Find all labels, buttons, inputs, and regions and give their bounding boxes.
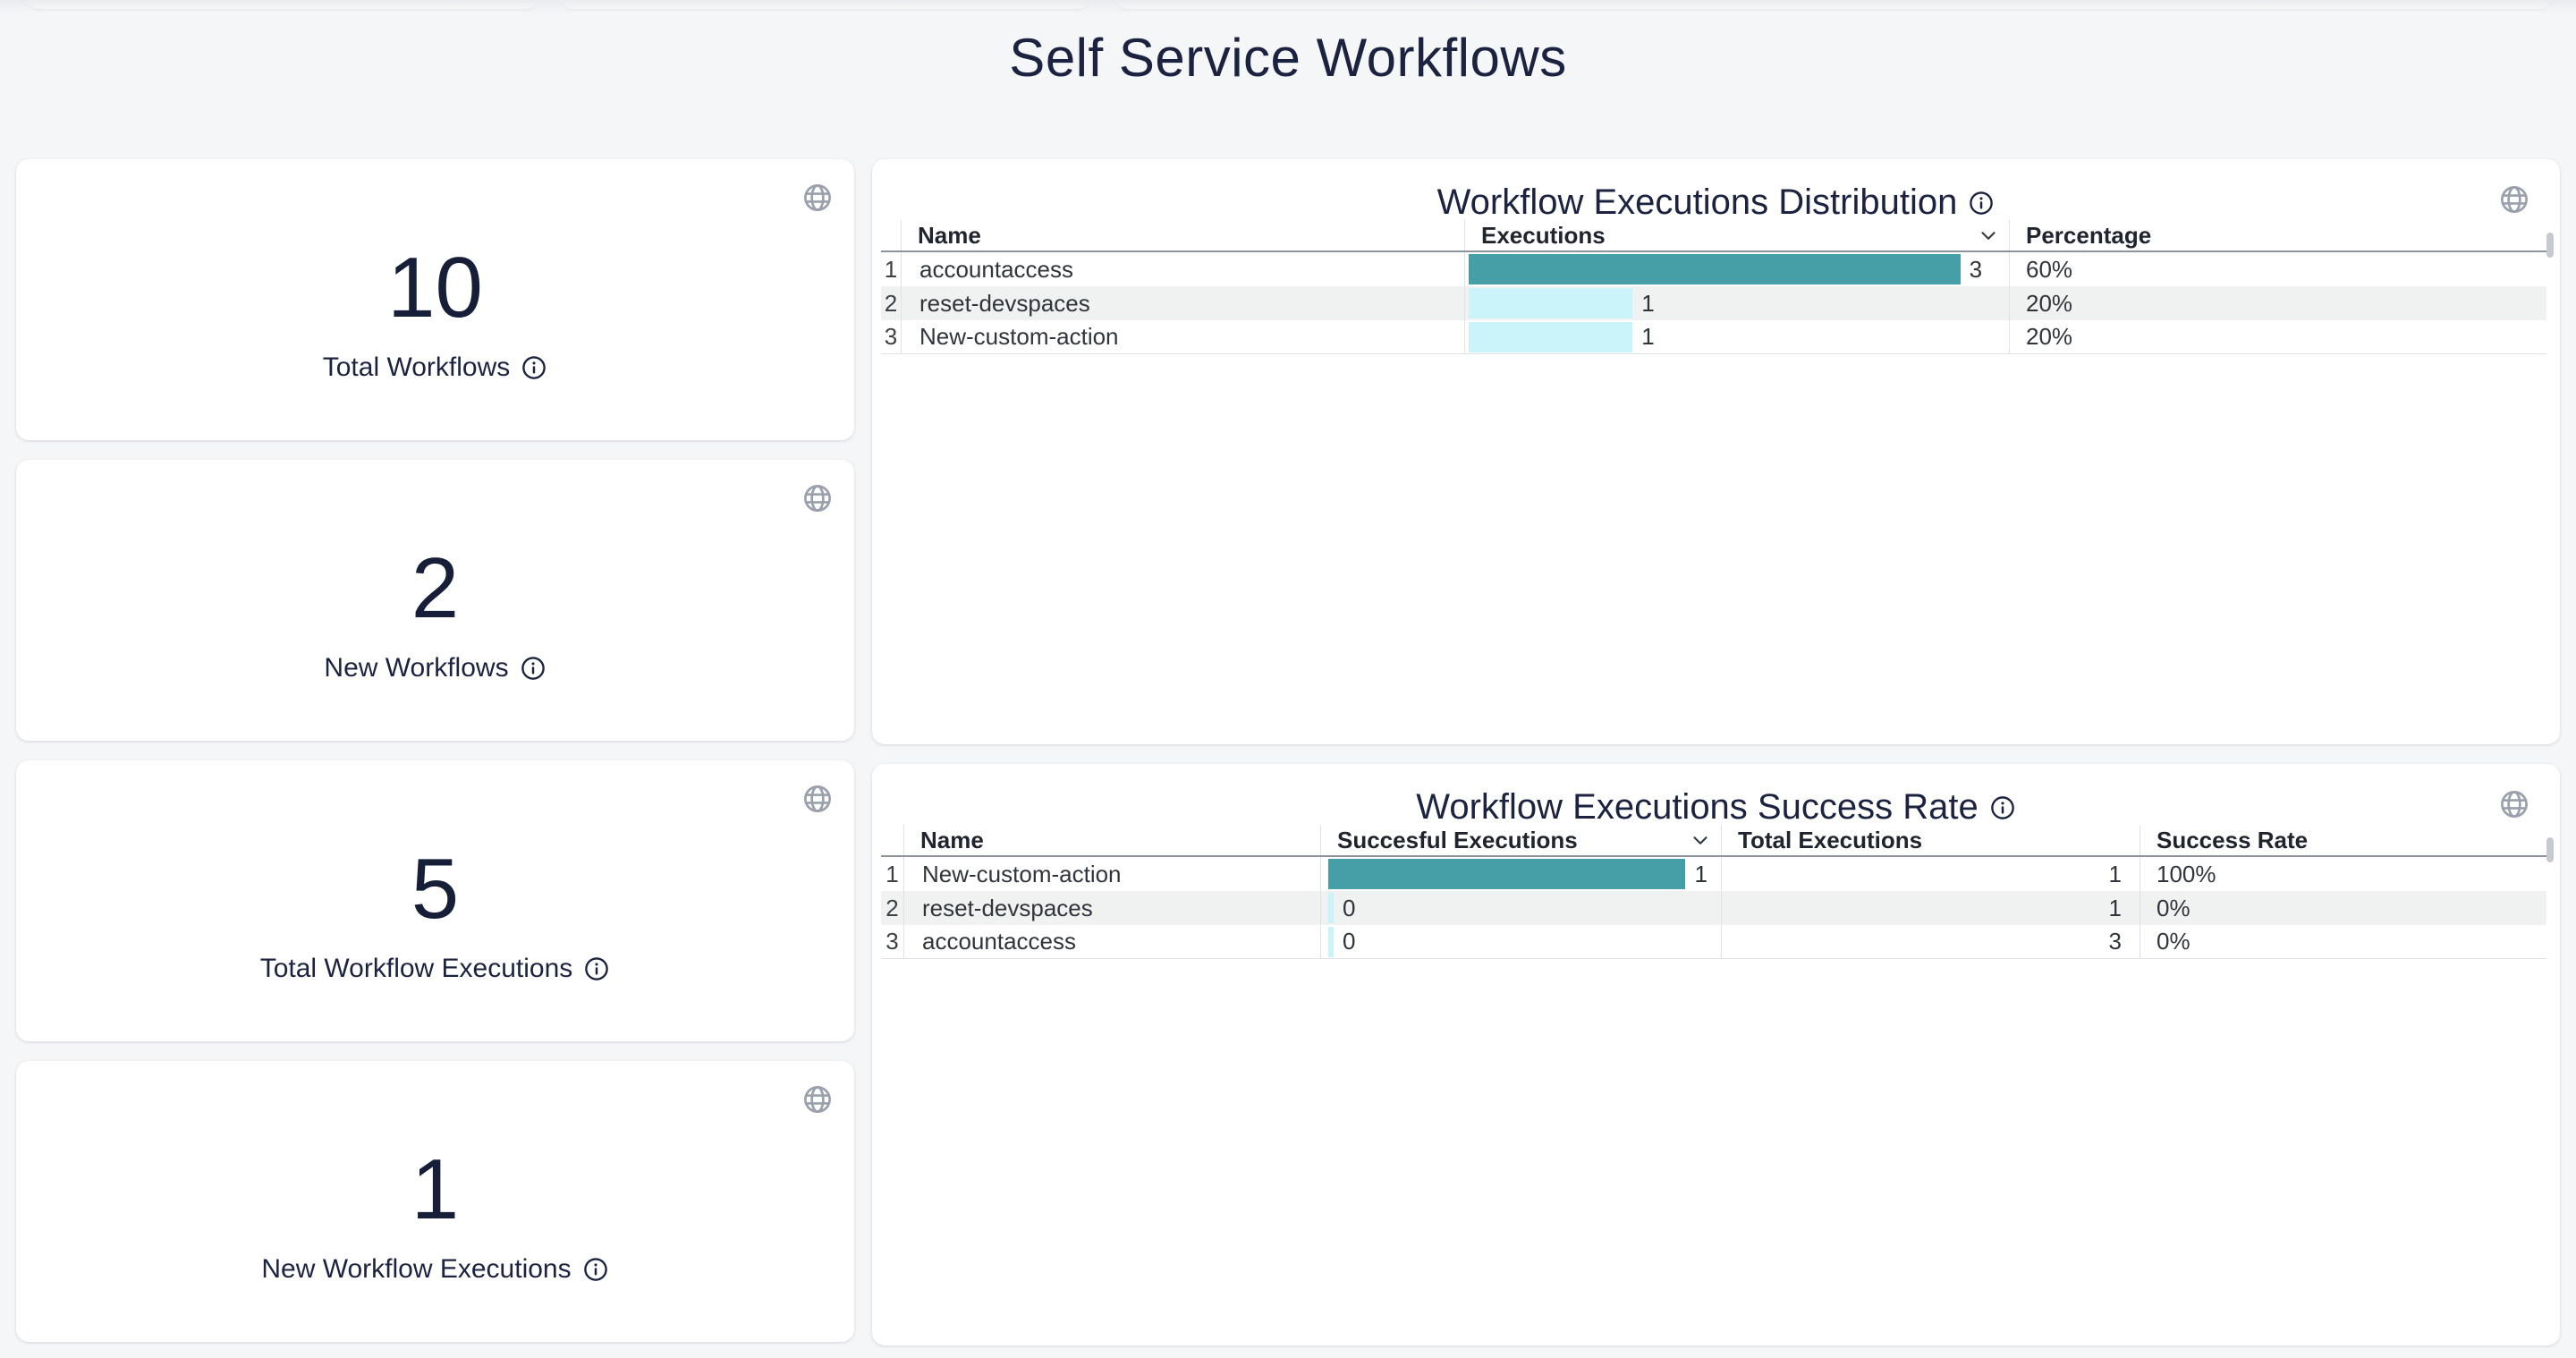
- execution-bar: [1328, 927, 1334, 957]
- stat-card-total-workflows: 10 Total Workflows: [16, 159, 854, 440]
- row-index: 2: [881, 891, 904, 925]
- distribution-table-card: Workflow Executions Distribution Name Ex…: [872, 159, 2560, 744]
- execution-bar: [1469, 322, 1632, 352]
- info-icon[interactable]: [1968, 190, 1995, 216]
- row-index: 3: [881, 320, 902, 353]
- workflow-name-cell: reset-devspaces: [904, 891, 1321, 925]
- partial-card-above-2: [562, 0, 1089, 9]
- globe-icon[interactable]: [801, 481, 835, 515]
- bar-value-label: 1: [1694, 861, 1707, 888]
- row-index: 3: [881, 925, 904, 958]
- stat-label: New Workflow Executions: [261, 1254, 571, 1285]
- distribution-table: Name Executions Percentage 1 accountacce…: [881, 220, 2546, 354]
- success-rate-cell: 0%: [2140, 925, 2546, 958]
- info-icon[interactable]: [1989, 794, 2016, 821]
- stat-value: 2: [411, 546, 459, 632]
- table-row: 1 New-custom-action 1 1 100%: [881, 857, 2546, 891]
- column-header-successful-executions[interactable]: Succesful Executions: [1321, 825, 1722, 855]
- row-index: 2: [881, 286, 902, 320]
- bar-value-label: 0: [1343, 928, 1355, 955]
- stat-label: Total Workflows: [323, 352, 511, 383]
- info-icon[interactable]: [520, 655, 547, 682]
- success-rate-table-card: Workflow Executions Success Rate Name Su…: [872, 764, 2560, 1345]
- column-header-percentage[interactable]: Percentage: [2010, 220, 2546, 250]
- info-icon[interactable]: [582, 1256, 609, 1283]
- stat-card-new-workflows: 2 New Workflows: [16, 460, 854, 741]
- executions-bar-cell: 1: [1465, 286, 2010, 320]
- workflow-name-cell: New-custom-action: [902, 320, 1465, 353]
- stat-card-new-workflow-executions: 1 New Workflow Executions: [16, 1061, 854, 1342]
- column-header-executions[interactable]: Executions: [1465, 220, 2010, 250]
- table-row: 3 New-custom-action 1 20%: [881, 320, 2546, 354]
- column-header-total-executions[interactable]: Total Executions: [1722, 825, 2140, 855]
- workflow-name-cell: accountaccess: [902, 252, 1465, 286]
- row-index: 1: [881, 252, 902, 286]
- execution-bar: [1469, 254, 1961, 284]
- table-title: Workflow Executions Distribution: [1437, 182, 1958, 223]
- table-row: 2 reset-devspaces 0 1 0%: [881, 891, 2546, 925]
- execution-bar: [1469, 288, 1632, 318]
- executions-bar-cell: 3: [1465, 252, 2010, 286]
- info-icon[interactable]: [521, 354, 547, 381]
- successful-executions-bar-cell: 1: [1321, 857, 1722, 891]
- success-rate-cell: 100%: [2140, 857, 2546, 891]
- percentage-cell: 60%: [2010, 252, 2546, 286]
- table-scrollbar-thumb[interactable]: [2546, 233, 2554, 258]
- stat-label: New Workflows: [324, 653, 508, 683]
- partial-card-above-3: [1116, 0, 2551, 9]
- total-executions-cell: 1: [1722, 891, 2140, 925]
- globe-icon[interactable]: [801, 782, 835, 816]
- row-index: 1: [881, 857, 904, 891]
- table-row: 3 accountaccess 0 3 0%: [881, 925, 2546, 959]
- workflow-name-cell: New-custom-action: [904, 857, 1321, 891]
- percentage-cell: 20%: [2010, 320, 2546, 353]
- execution-bar: [1328, 859, 1685, 889]
- chevron-down-icon: [1977, 224, 2000, 247]
- stat-value: 5: [411, 846, 459, 932]
- chevron-down-icon: [1689, 828, 1712, 852]
- table-row: 2 reset-devspaces 1 20%: [881, 286, 2546, 320]
- globe-icon[interactable]: [2497, 787, 2531, 821]
- globe-icon[interactable]: [801, 181, 835, 215]
- table-row: 1 accountaccess 3 60%: [881, 252, 2546, 286]
- table-header-row: Name Executions Percentage: [881, 220, 2546, 252]
- stat-value: 10: [387, 245, 483, 331]
- bar-value-label: 1: [1641, 290, 1654, 318]
- page-title: Self Service Workflows: [0, 27, 2576, 89]
- bar-value-label: 1: [1641, 323, 1654, 351]
- stat-value: 1: [411, 1147, 459, 1233]
- success-rate-table: Name Succesful Executions Total Executio…: [881, 825, 2546, 959]
- table-scrollbar-thumb[interactable]: [2546, 837, 2554, 862]
- partial-card-above-1: [27, 0, 537, 9]
- workflow-name-cell: accountaccess: [904, 925, 1321, 958]
- info-icon[interactable]: [583, 955, 610, 982]
- execution-bar: [1328, 893, 1334, 923]
- executions-bar-cell: 1: [1465, 320, 2010, 353]
- table-header-row: Name Succesful Executions Total Executio…: [881, 825, 2546, 857]
- table-title: Workflow Executions Success Rate: [1416, 787, 1978, 828]
- successful-executions-bar-cell: 0: [1321, 891, 1722, 925]
- column-header-success-rate[interactable]: Success Rate: [2140, 825, 2546, 855]
- total-executions-cell: 3: [1722, 925, 2140, 958]
- column-header-name[interactable]: Name: [904, 825, 1321, 855]
- globe-icon[interactable]: [801, 1082, 835, 1116]
- percentage-cell: 20%: [2010, 286, 2546, 320]
- stat-label: Total Workflow Executions: [260, 954, 573, 984]
- globe-icon[interactable]: [2497, 182, 2531, 216]
- bar-value-label: 3: [1970, 256, 1982, 284]
- column-header-name[interactable]: Name: [902, 220, 1465, 250]
- success-rate-cell: 0%: [2140, 891, 2546, 925]
- workflow-name-cell: reset-devspaces: [902, 286, 1465, 320]
- successful-executions-bar-cell: 0: [1321, 925, 1722, 958]
- stat-card-total-workflow-executions: 5 Total Workflow Executions: [16, 760, 854, 1041]
- bar-value-label: 0: [1343, 895, 1355, 922]
- total-executions-cell: 1: [1722, 857, 2140, 891]
